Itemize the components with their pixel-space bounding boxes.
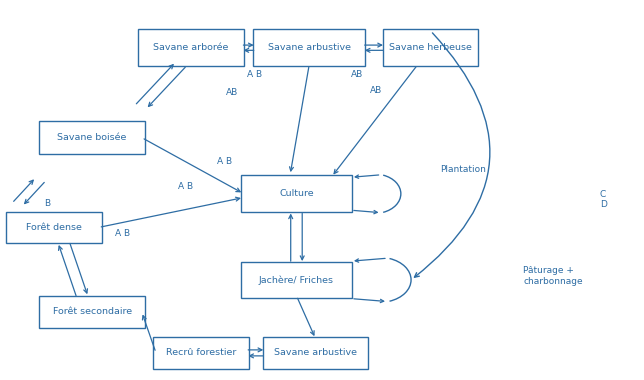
Text: Forêt secondaire: Forêt secondaire <box>53 307 132 316</box>
Text: Pâturage +
charbonnage: Pâturage + charbonnage <box>523 266 583 286</box>
FancyBboxPatch shape <box>39 121 145 154</box>
Text: A B: A B <box>247 70 262 79</box>
Text: Savane herbeuse: Savane herbeuse <box>389 43 472 52</box>
FancyBboxPatch shape <box>253 29 365 66</box>
Text: Savane boisée: Savane boisée <box>57 133 127 142</box>
FancyBboxPatch shape <box>383 29 478 66</box>
Text: AB: AB <box>226 88 238 97</box>
FancyBboxPatch shape <box>241 175 352 212</box>
Text: AB: AB <box>351 70 363 79</box>
Text: AB: AB <box>370 86 382 95</box>
Text: B: B <box>44 199 50 207</box>
FancyArrowPatch shape <box>415 33 490 277</box>
FancyBboxPatch shape <box>263 337 368 369</box>
Text: Savane arbustive: Savane arbustive <box>268 43 351 52</box>
Text: Jachère/ Friches: Jachère/ Friches <box>259 275 334 285</box>
Text: A B: A B <box>216 157 232 166</box>
Text: Savane arbustive: Savane arbustive <box>274 348 357 357</box>
FancyBboxPatch shape <box>138 29 244 66</box>
Text: Savane arborée: Savane arborée <box>153 43 229 52</box>
Text: A B: A B <box>178 182 193 191</box>
Text: C
D: C D <box>600 190 607 209</box>
FancyBboxPatch shape <box>6 212 102 243</box>
Text: A B: A B <box>115 228 129 238</box>
Text: Culture: Culture <box>279 189 314 198</box>
Text: Forêt dense: Forêt dense <box>26 223 82 232</box>
FancyBboxPatch shape <box>153 337 249 369</box>
Text: Recrû forestier: Recrû forestier <box>166 348 236 357</box>
Text: Plantation: Plantation <box>440 165 486 174</box>
FancyBboxPatch shape <box>39 296 145 328</box>
FancyBboxPatch shape <box>241 262 352 298</box>
